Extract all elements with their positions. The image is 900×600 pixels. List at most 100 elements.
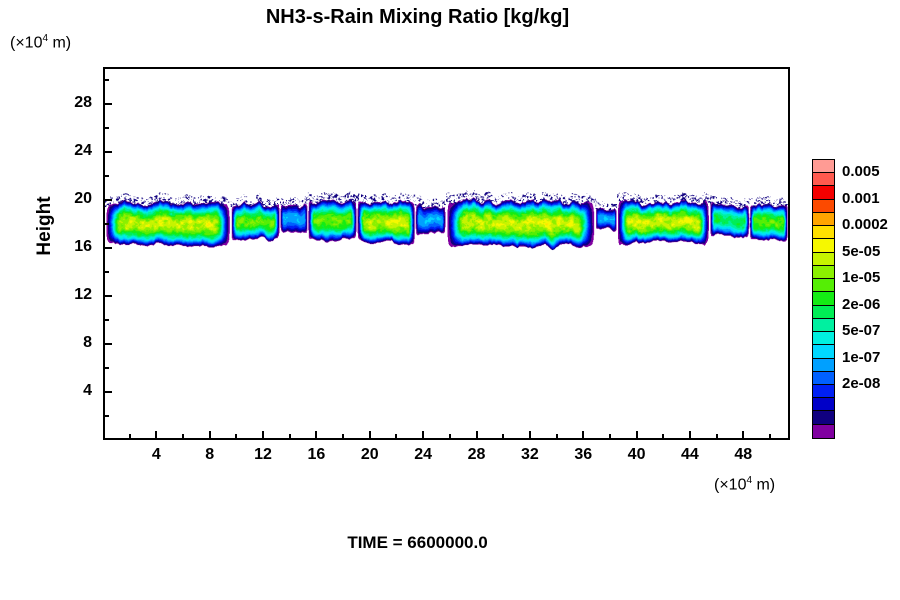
x-axis-minor-tick: [342, 434, 345, 440]
x-axis-tick: [262, 431, 265, 440]
y-axis-minor-tick: [103, 319, 109, 322]
colorbar-tick-label: 5e-07: [842, 322, 881, 340]
x-axis-tick: [528, 431, 531, 440]
y-axis-minor-tick: [103, 415, 109, 417]
y-axis-tick: [103, 295, 112, 298]
x-axis-minor-tick: [555, 434, 558, 440]
x-axis-tick: [475, 431, 478, 440]
x-axis-tick: [582, 431, 585, 440]
x-axis-tick-label: 20: [360, 446, 379, 463]
x-axis-tick-label: 48: [734, 446, 753, 463]
colorbar-band: [813, 279, 834, 293]
colorbar-tick-label: 0.0002: [842, 216, 888, 234]
x-axis-tick-label: 44: [681, 446, 699, 463]
x-axis-tick-label: 32: [520, 446, 539, 463]
y-axis-unit-label: (×104 m): [10, 33, 71, 52]
colorbar: [812, 159, 835, 439]
colorbar-band: [813, 424, 834, 438]
y-axis-minor-tick: [103, 79, 109, 82]
colorbar-band: [813, 411, 834, 425]
x-axis-minor-tick: [662, 434, 665, 440]
x-axis-tick-label: 40: [627, 446, 646, 463]
x-axis-minor-tick: [715, 434, 718, 440]
colorbar-tick-label: 5e-05: [842, 242, 881, 260]
x-unit-suffix: m): [752, 476, 776, 494]
colorbar-band: [813, 305, 834, 319]
y-axis-tick-label: 24: [74, 142, 92, 160]
contour-plot-canvas: [105, 69, 788, 438]
x-axis-tick-label: 12: [254, 446, 272, 463]
x-axis-tick: [368, 431, 371, 440]
x-axis-tick-label: 8: [205, 446, 215, 463]
colorbar-tick-label: 0.001: [842, 189, 880, 207]
y-axis-minor-tick: [103, 223, 109, 226]
colorbar-band: [813, 252, 834, 266]
x-unit-exponent: 4: [746, 475, 753, 486]
colorbar-band: [813, 398, 834, 412]
x-axis-tick-label: 28: [467, 446, 486, 463]
y-axis-tick-label: 8: [83, 334, 92, 352]
x-axis-minor-tick: [395, 434, 398, 440]
y-axis-tick-label: 12: [74, 286, 92, 304]
x-axis-minor-tick: [502, 434, 505, 440]
plot-area: [103, 67, 790, 440]
x-axis-tick: [688, 431, 691, 440]
y-axis-minor-tick: [103, 271, 109, 274]
colorbar-tick-label: 0.005: [842, 163, 880, 181]
colorbar-band: [813, 384, 834, 399]
x-axis-tick: [635, 431, 638, 440]
colorbar-band: [813, 226, 834, 240]
y-axis-tick: [103, 151, 112, 154]
colorbar-band: [813, 371, 834, 385]
y-axis-tick: [103, 103, 112, 106]
x-axis-minor-tick: [768, 434, 771, 440]
y-unit-exponent: 4: [42, 33, 49, 44]
y-axis-tick-label: 4: [83, 382, 92, 400]
colorbar-band: [813, 265, 834, 280]
x-axis-tick-label: 24: [414, 446, 433, 463]
colorbar-band: [813, 318, 834, 333]
y-axis-tick-label: 16: [74, 238, 92, 256]
x-axis-minor-tick: [235, 434, 238, 440]
colorbar-band: [813, 292, 834, 306]
colorbar-band: [813, 173, 834, 187]
colorbar-band: [813, 199, 834, 213]
colorbar-band: [813, 358, 834, 372]
x-axis-minor-tick: [608, 434, 611, 440]
x-axis-tick-label: 36: [574, 446, 593, 463]
colorbar-tick-label: 1e-05: [842, 269, 881, 287]
x-axis-tick: [422, 431, 425, 440]
x-axis-minor-tick: [128, 434, 131, 440]
x-axis-minor-tick: [288, 434, 291, 440]
y-axis-tick-label: 20: [74, 190, 92, 208]
colorbar-band: [813, 160, 834, 174]
colorbar-tick-label: 1e-07: [842, 348, 881, 366]
colorbar-band: [813, 186, 834, 200]
y-axis-minor-tick: [103, 127, 109, 130]
x-axis-minor-tick: [182, 434, 185, 440]
y-axis-tick-label: 28: [74, 94, 92, 112]
page-title: NH3-s-Rain Mixing Ratio [kg/kg]: [265, 6, 570, 28]
colorbar-tick-label: 2e-08: [842, 375, 881, 393]
x-axis-minor-tick: [448, 434, 451, 440]
y-axis-tick: [103, 199, 112, 202]
y-axis-minor-tick: [103, 175, 109, 178]
x-axis-tick-label: 4: [151, 446, 161, 463]
colorbar-tick-label: 2e-06: [842, 295, 881, 313]
time-label: TIME = 6600000.0: [347, 533, 488, 552]
x-axis-tick: [315, 431, 318, 440]
x-unit-prefix: (×10: [714, 476, 747, 494]
x-axis-unit-label: (×104 m): [714, 475, 775, 494]
y-unit-prefix: (×10: [10, 34, 43, 52]
x-axis-tick: [155, 431, 158, 440]
x-axis-tick: [742, 431, 745, 440]
y-axis-minor-tick: [103, 367, 109, 370]
colorbar-band: [813, 239, 834, 253]
colorbar-band: [813, 332, 834, 346]
y-axis-tick: [103, 247, 112, 250]
y-axis-tick: [103, 343, 112, 346]
x-axis-tick-label: 16: [307, 446, 326, 463]
x-axis-tick: [208, 431, 211, 440]
colorbar-band: [813, 345, 834, 359]
y-axis-tick: [103, 391, 112, 394]
